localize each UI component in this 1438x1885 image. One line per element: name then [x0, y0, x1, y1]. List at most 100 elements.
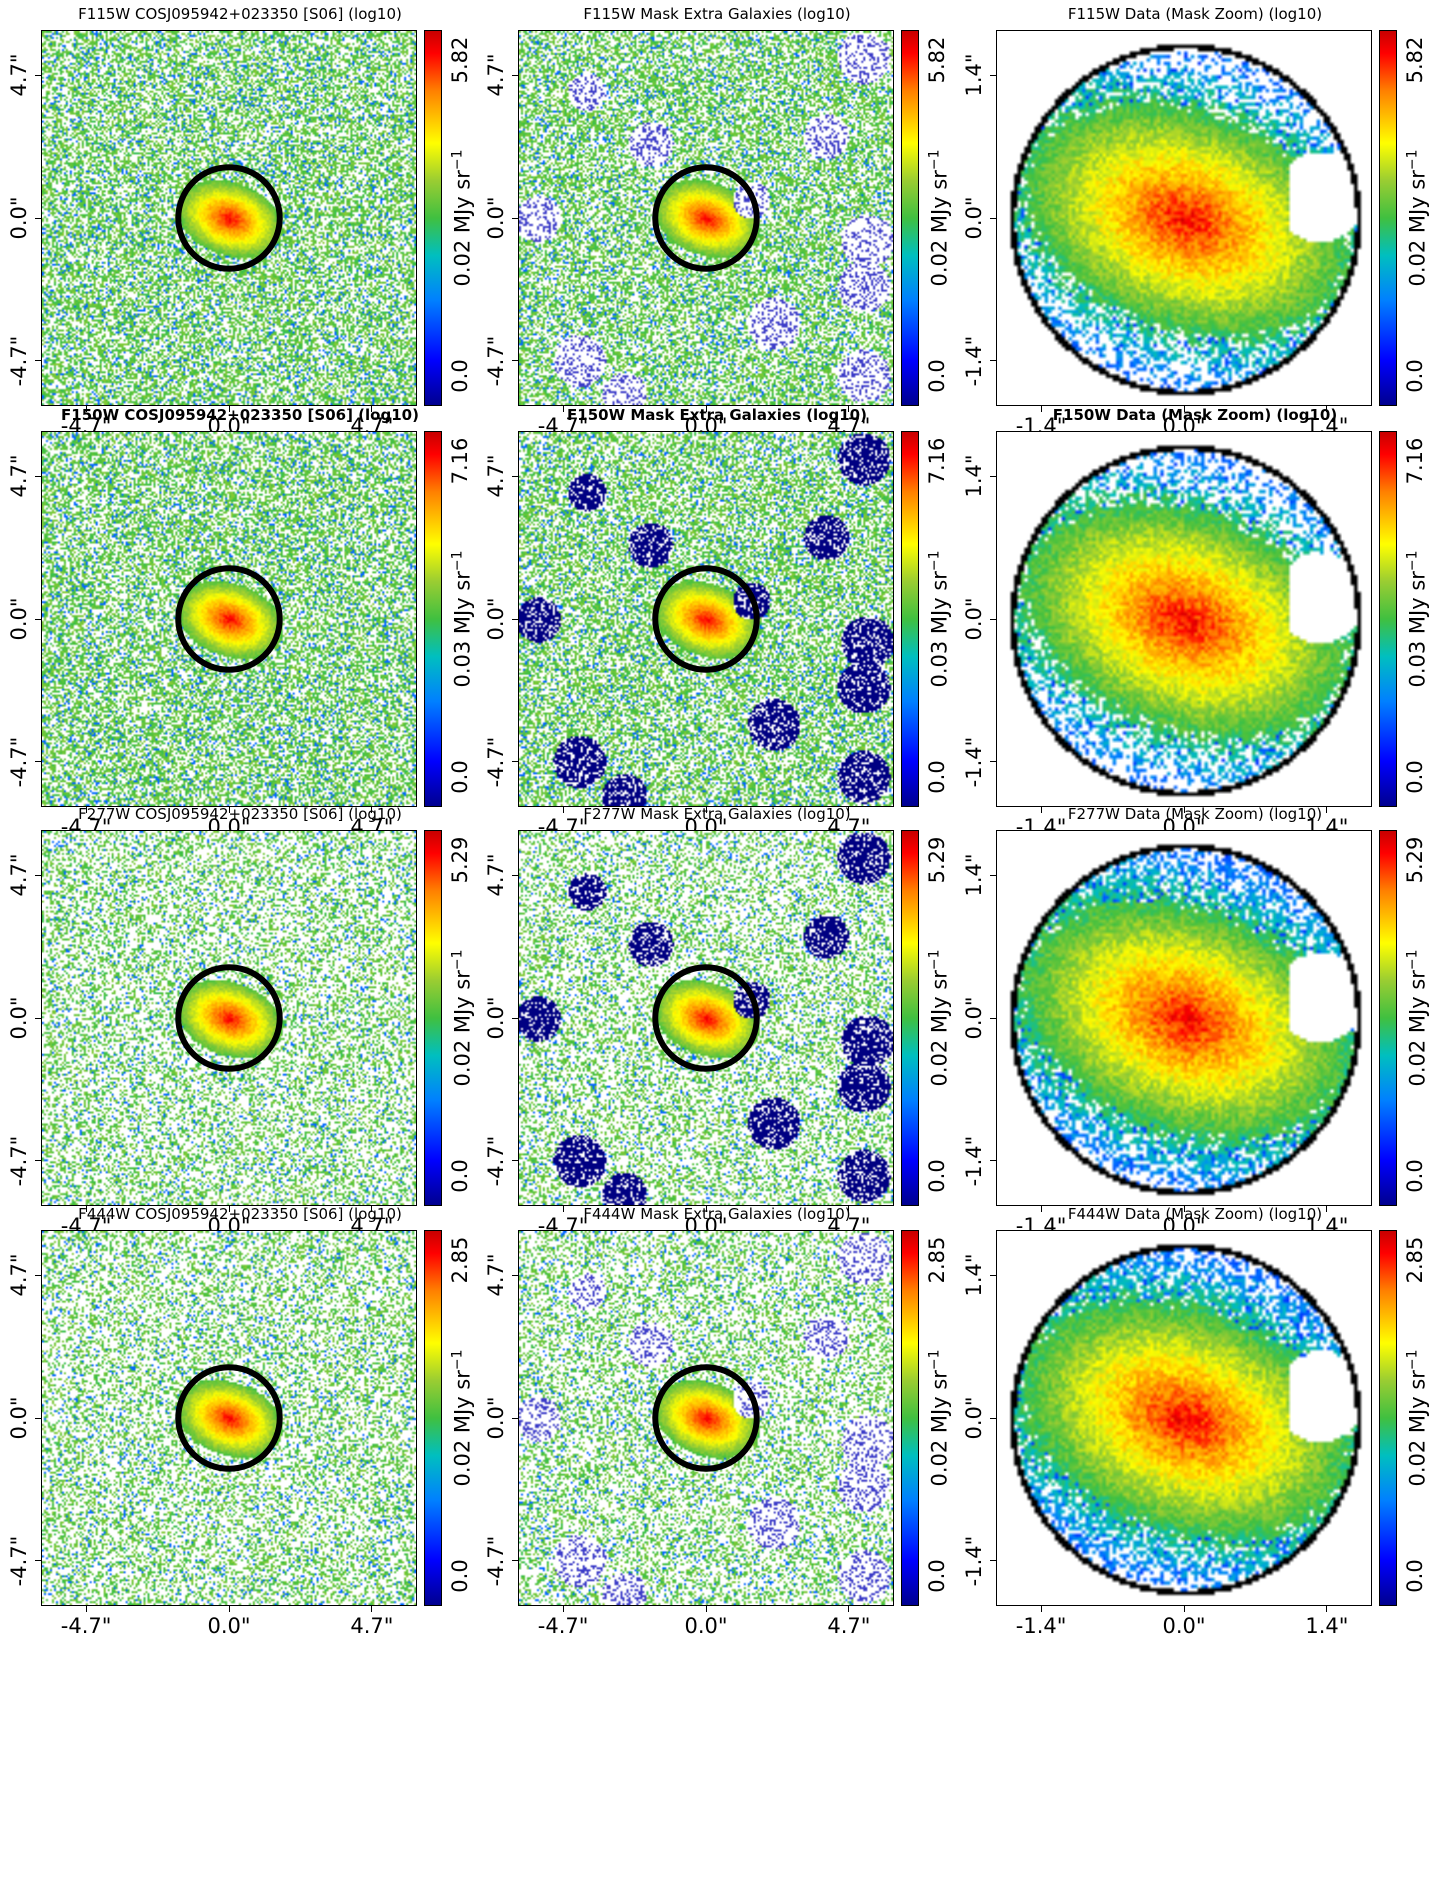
y-tick-mark [35, 1017, 41, 1019]
y-tick-label: 1.4" [962, 1253, 986, 1297]
x-tick-mark [1326, 1206, 1328, 1212]
image-panel-f150w-data: F150W COSJ095942+023350 [S06] (log10) -4.… [5, 406, 475, 876]
pixel-image [519, 1231, 893, 1605]
colorbar [901, 1230, 919, 1606]
pixel-image [997, 1231, 1371, 1605]
image-frame [518, 1230, 894, 1606]
colorbar-unit-label: 0.02 MJy sr−1 [926, 149, 952, 287]
x-tick-mark [1326, 1606, 1328, 1612]
pixel-image [42, 31, 416, 405]
x-tick-mark [705, 807, 707, 813]
colorbar [424, 30, 442, 406]
image-panel-f444w-data: F444W COSJ095942+023350 [S06] (log10) -4.… [5, 1205, 475, 1675]
y-tick-mark [990, 475, 996, 477]
image-frame [518, 830, 894, 1206]
x-tick-mark [371, 406, 373, 412]
colorbar-label: 5.82 [925, 36, 949, 84]
colorbar [1379, 830, 1397, 1206]
image-frame [996, 830, 1372, 1206]
image-panel-f444w-zoom: F444W Data (Mask Zoom) (log10) -1.4" -1.4"… [960, 1205, 1430, 1675]
y-tick-label: 0.0" [7, 597, 31, 641]
image-panel-f277w-mask: F277W Mask Extra Galaxies (log10) -4.7" -4… [482, 805, 952, 1275]
panel-title: F444W COSJ095942+023350 [S06] (log10) [78, 1205, 402, 1223]
y-tick-label: 4.7" [7, 53, 31, 97]
y-tick-label: 0.0" [962, 597, 986, 641]
image-panel-f150w-mask: F150W Mask Extra Galaxies (log10) -4.7" -4… [482, 406, 952, 876]
x-tick-mark [562, 1206, 564, 1212]
y-tick-mark [512, 1560, 518, 1562]
x-tick-label: 1.4" [1305, 1614, 1349, 1638]
colorbar [424, 1230, 442, 1606]
pixel-image [42, 432, 416, 806]
x-tick-mark [562, 1606, 564, 1612]
y-tick-label: 1.4" [962, 53, 986, 97]
panel-title: F150W Mask Extra Galaxies (log10) [567, 406, 867, 424]
image-frame [41, 30, 417, 406]
y-tick-mark [35, 475, 41, 477]
colorbar [1379, 431, 1397, 807]
y-tick-mark [512, 1017, 518, 1019]
pixel-image [519, 432, 893, 806]
x-tick-label: -1.4" [1015, 1614, 1067, 1638]
pixel-image [997, 31, 1371, 405]
colorbar-label: 0.0 [925, 1159, 949, 1193]
colorbar-label: 5.29 [448, 836, 472, 884]
y-tick-mark [35, 1160, 41, 1162]
colorbar-unit-label: 0.02 MJy sr−1 [449, 1349, 475, 1487]
y-tick-label: -4.7" [7, 736, 31, 788]
image-frame [41, 1230, 417, 1606]
colorbar-label: 0.0 [448, 1559, 472, 1593]
y-tick-mark [990, 618, 996, 620]
x-tick-mark [1040, 1606, 1042, 1612]
panel-title: F277W Mask Extra Galaxies (log10) [583, 805, 851, 823]
aperture-circle [175, 1364, 283, 1472]
panel-title: F277W COSJ095942+023350 [S06] (log10) [78, 805, 402, 823]
panel-title: F115W Data (Mask Zoom) (log10) [1067, 5, 1323, 23]
x-tick-label: -4.7" [60, 1614, 112, 1638]
y-tick-label: 0.0" [962, 996, 986, 1040]
y-tick-mark [990, 761, 996, 763]
y-tick-label: 4.7" [7, 454, 31, 498]
colorbar-label: 0.0 [448, 1159, 472, 1193]
colorbar-unit-label: 0.03 MJy sr−1 [1404, 550, 1430, 688]
colorbar [1379, 1230, 1397, 1606]
colorbar-label: 5.29 [925, 836, 949, 884]
y-tick-mark [990, 360, 996, 362]
colorbar-label: 2.85 [1403, 1236, 1427, 1284]
x-tick-mark [1326, 807, 1328, 813]
aperture-circle [652, 565, 760, 673]
x-tick-mark [562, 406, 564, 412]
colorbar-label: 0.0 [1403, 1559, 1427, 1593]
colorbar-unit-label: 0.02 MJy sr−1 [1404, 949, 1430, 1087]
colorbar-label: 7.16 [925, 437, 949, 485]
x-tick-mark [85, 1206, 87, 1212]
y-tick-mark [512, 74, 518, 76]
x-tick-mark [228, 807, 230, 813]
y-tick-label: -4.7" [484, 736, 508, 788]
y-tick-label: -1.4" [962, 1135, 986, 1187]
y-tick-label: -4.7" [7, 1135, 31, 1187]
colorbar-label: 5.29 [1403, 836, 1427, 884]
colorbar-label: 0.0 [925, 1559, 949, 1593]
y-tick-mark [35, 761, 41, 763]
y-tick-mark [35, 1417, 41, 1419]
x-tick-mark [85, 807, 87, 813]
colorbar-label: 2.85 [925, 1236, 949, 1284]
y-tick-label: -4.7" [484, 335, 508, 387]
x-tick-mark [1183, 807, 1185, 813]
panel-title: F150W Data (Mask Zoom) (log10) [1052, 406, 1338, 424]
y-tick-label: 4.7" [484, 454, 508, 498]
colorbar-unit-label: 0.03 MJy sr−1 [449, 550, 475, 688]
y-tick-label: -1.4" [962, 736, 986, 788]
aperture-circle [175, 164, 283, 272]
y-tick-mark [990, 1560, 996, 1562]
colorbar-label: 0.0 [448, 760, 472, 794]
image-panel-f444w-mask: F444W Mask Extra Galaxies (log10) -4.7" -4… [482, 1205, 952, 1675]
image-panel-f115w-mask: F115W Mask Extra Galaxies (log10) -4.7" -4… [482, 5, 952, 475]
y-tick-label: 4.7" [484, 53, 508, 97]
aperture-circle [175, 565, 283, 673]
y-tick-label: 0.0" [7, 996, 31, 1040]
colorbar-label: 0.0 [925, 359, 949, 393]
x-tick-mark [371, 1206, 373, 1212]
y-tick-mark [35, 1274, 41, 1276]
